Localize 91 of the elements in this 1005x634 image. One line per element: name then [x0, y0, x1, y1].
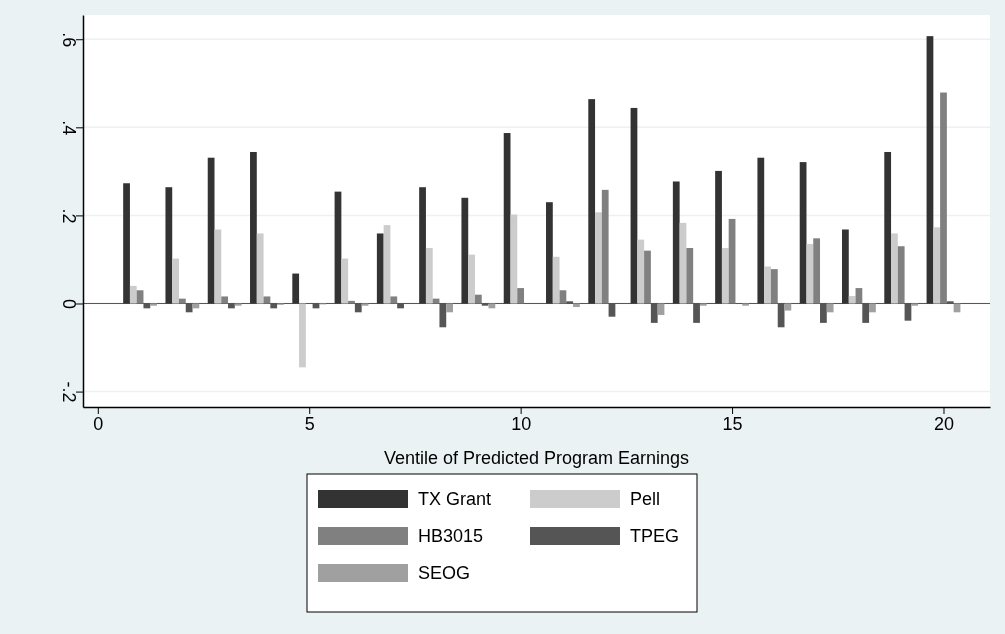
bar	[672, 181, 680, 304]
bar	[686, 248, 694, 304]
bar	[461, 197, 469, 304]
bar	[123, 183, 130, 304]
bar	[474, 294, 482, 304]
bar	[510, 214, 518, 304]
bar	[693, 303, 700, 323]
bar	[657, 303, 665, 315]
bar	[588, 99, 596, 304]
bar	[546, 202, 553, 304]
bar	[192, 303, 200, 309]
bar	[813, 238, 821, 304]
bar	[150, 303, 157, 306]
bar	[481, 303, 489, 306]
bar	[699, 303, 707, 306]
bar	[911, 303, 919, 306]
x-tick-label: 15	[722, 413, 743, 434]
bar	[608, 303, 616, 317]
bar	[757, 157, 765, 304]
bar	[376, 233, 384, 304]
bar	[341, 258, 349, 304]
bar	[904, 303, 912, 321]
y-tick-label: 0	[59, 298, 79, 309]
bar	[143, 303, 151, 309]
bar	[250, 151, 257, 304]
legend-label: Pell	[630, 489, 661, 509]
bar	[256, 233, 264, 304]
bar	[228, 303, 235, 309]
legend-label: SEOG	[418, 563, 471, 583]
bar	[165, 187, 173, 304]
bar	[862, 303, 870, 323]
bar	[946, 301, 954, 304]
bar	[891, 233, 898, 304]
bar	[292, 273, 300, 304]
legend-label: TX Grant	[418, 489, 492, 509]
x-tick-label: 20	[933, 413, 954, 434]
bar	[820, 303, 827, 323]
bar	[940, 92, 947, 304]
bar	[419, 187, 426, 304]
bar	[650, 303, 658, 323]
bar	[721, 248, 729, 304]
bar	[573, 303, 580, 308]
y-tick-label: -.2	[59, 381, 79, 403]
bar	[884, 151, 892, 304]
bar	[299, 303, 306, 368]
x-tick-label: 10	[511, 413, 532, 434]
y-tick-label: .4	[59, 120, 79, 136]
bar	[826, 303, 834, 313]
bar	[172, 258, 179, 304]
bar	[848, 296, 856, 304]
bar	[897, 246, 905, 304]
bar	[312, 303, 320, 309]
x-axis-title: Ventile of Predicted Program Earnings	[383, 448, 690, 468]
bar	[488, 303, 496, 309]
bar	[354, 303, 362, 313]
y-tick-label: .6	[59, 32, 79, 48]
bar	[806, 244, 814, 304]
bar	[595, 212, 602, 304]
bar	[361, 303, 369, 306]
bar	[390, 296, 398, 304]
bar	[552, 256, 560, 304]
bar	[644, 250, 651, 304]
legend-label: HB3015	[418, 526, 484, 546]
bar	[842, 229, 849, 304]
bar	[129, 285, 137, 304]
bar	[770, 269, 778, 304]
bar	[933, 227, 941, 304]
bar	[784, 303, 792, 311]
bar	[397, 303, 404, 309]
bar	[221, 296, 229, 304]
bar	[425, 248, 433, 304]
bar	[439, 303, 447, 328]
bar	[764, 266, 771, 304]
bar	[953, 303, 961, 313]
legend-label: TPEG	[630, 526, 680, 546]
bar	[517, 288, 525, 304]
y-tick-label: .2	[59, 208, 79, 224]
bar	[185, 303, 193, 313]
bar	[446, 303, 453, 313]
bar	[234, 303, 242, 306]
bar	[270, 303, 278, 309]
bar	[207, 157, 215, 304]
bar	[566, 301, 574, 304]
bar	[637, 239, 645, 304]
bar	[468, 254, 475, 304]
bar	[742, 303, 749, 306]
bar	[715, 170, 722, 304]
bar	[601, 189, 609, 304]
x-tick-label: 5	[304, 413, 315, 434]
bar	[869, 303, 876, 313]
x-tick-label: 0	[93, 413, 104, 434]
